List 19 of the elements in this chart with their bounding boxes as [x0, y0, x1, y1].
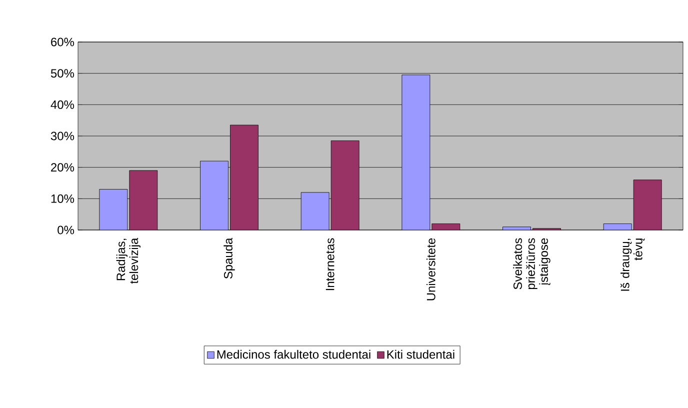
y-tick-label: 0%	[58, 226, 74, 234]
x-tick-label: Universitete	[426, 238, 436, 300]
bar	[402, 74, 430, 230]
x-tick-label: Radijas, televizija	[116, 238, 141, 284]
x-tick-label: Iš draugų, tėvų	[620, 238, 645, 291]
y-tick-label: 50%	[50, 69, 74, 78]
y-tick-label: 10%	[51, 194, 74, 203]
y-tick-label: 40%	[50, 100, 74, 109]
x-tick-label: Spauda	[224, 238, 235, 279]
legend-label: Kiti studentai	[387, 350, 454, 359]
bar	[200, 160, 228, 230]
bar	[99, 189, 128, 230]
legend-label: Medicinos fakulteto studentai	[217, 350, 370, 359]
y-tick-label: 30%	[50, 132, 74, 140]
bar	[300, 192, 330, 230]
y-tick-label: 60%	[51, 38, 74, 46]
y-tick-label: 20%	[51, 163, 74, 172]
x-tick-label: Internetas	[326, 238, 334, 290]
x-tick-label: Sveikatos priežiūros įstaigose	[513, 238, 550, 290]
